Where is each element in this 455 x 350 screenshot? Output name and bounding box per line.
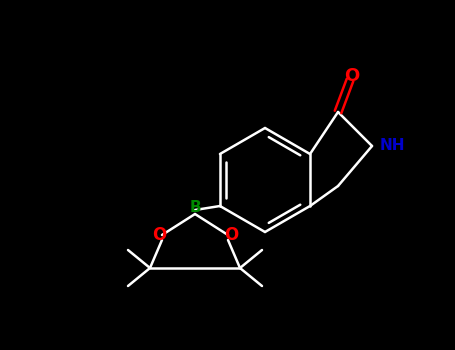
- Text: O: O: [152, 226, 166, 244]
- Text: NH: NH: [380, 139, 405, 154]
- Text: O: O: [224, 226, 238, 244]
- Text: B: B: [189, 201, 201, 216]
- Text: O: O: [344, 67, 359, 85]
